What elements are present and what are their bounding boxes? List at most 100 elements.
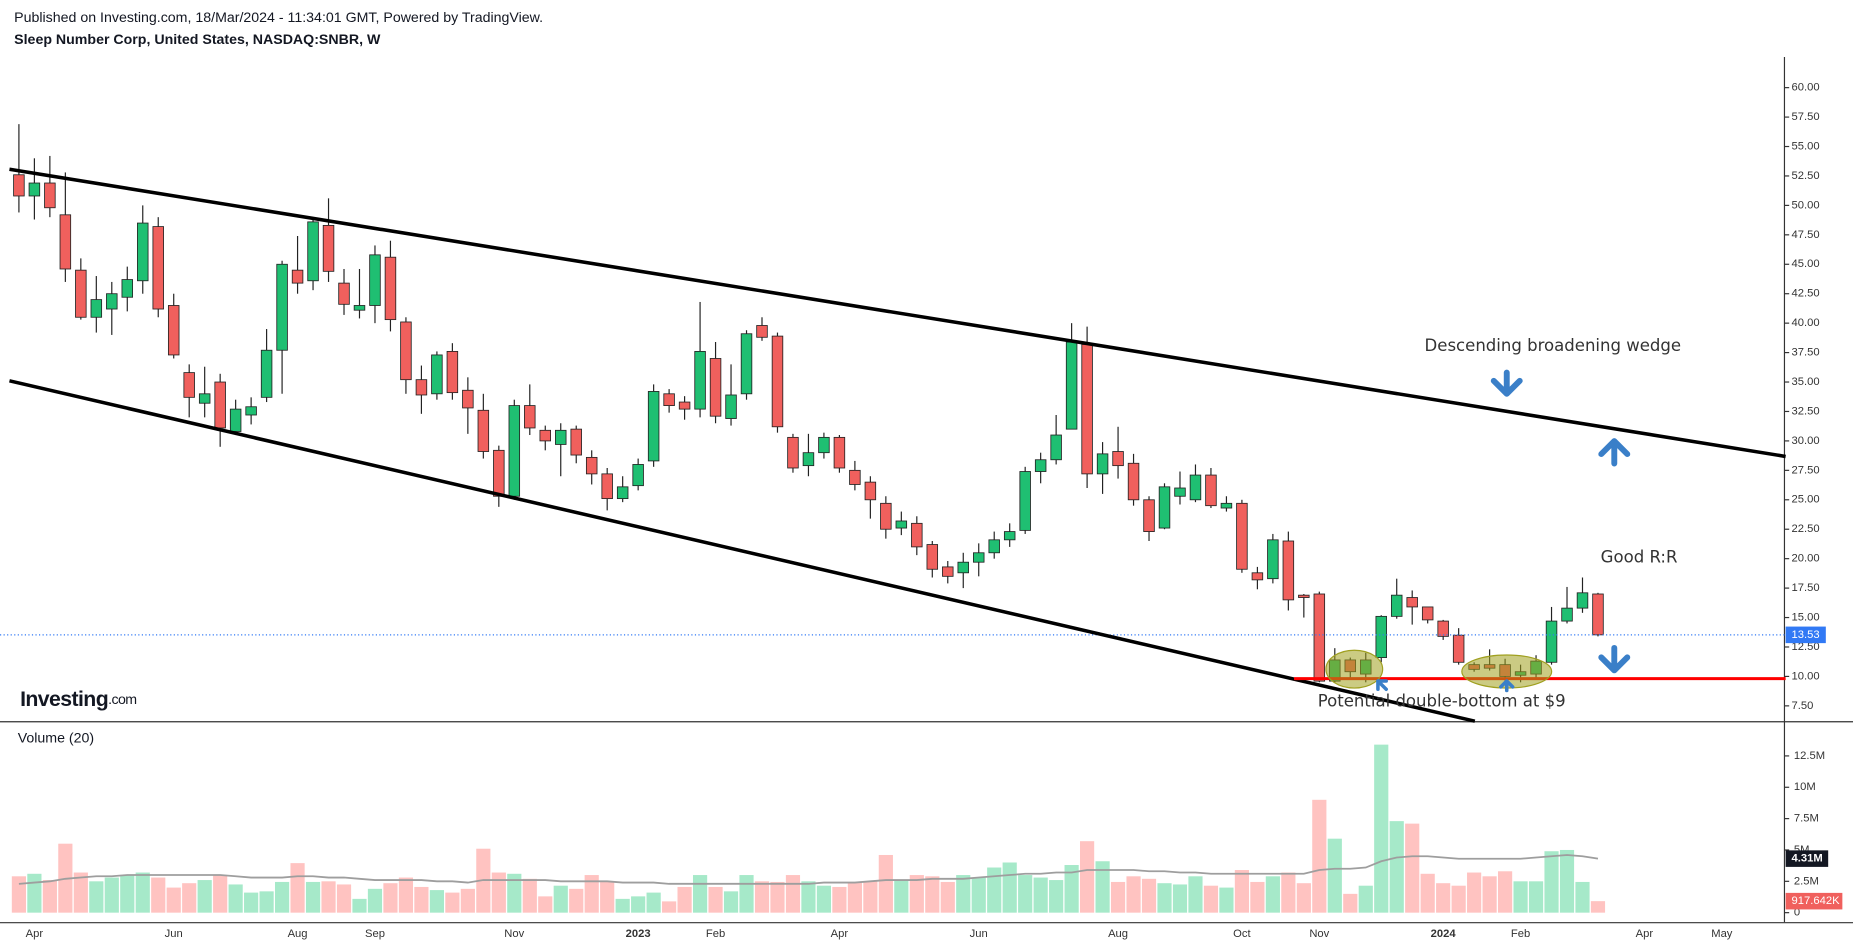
candle-body xyxy=(709,358,722,417)
volume-bar xyxy=(1482,876,1497,913)
candle-body xyxy=(477,409,490,452)
volume-bar xyxy=(460,888,475,913)
candle-body xyxy=(1251,572,1264,581)
y-tick-label: 2.5M xyxy=(1794,875,1819,887)
volume-bar xyxy=(863,881,878,913)
down-arrow xyxy=(1598,644,1631,674)
x-tick-label: Nov xyxy=(504,928,524,940)
candle-body xyxy=(1576,592,1589,609)
candle-body xyxy=(1452,634,1465,663)
volume-bar xyxy=(104,877,119,913)
arrows xyxy=(1376,369,1631,693)
volume-bar xyxy=(259,891,274,913)
volume-bar xyxy=(600,881,615,913)
candle-body xyxy=(369,254,381,306)
volume-bar xyxy=(1343,893,1358,913)
volume-bar xyxy=(1095,861,1110,913)
plot: 7.50 10.00 12.50 15.00 17.50 20.00 22.50 25.00 2… xyxy=(0,82,1843,940)
x-tick-label: Oct xyxy=(1233,928,1251,940)
y-tick-label: 40.00 xyxy=(1792,317,1820,329)
volume-bar xyxy=(398,877,414,913)
candle-body xyxy=(1406,597,1418,608)
up-arrow xyxy=(1598,438,1631,467)
volume-bar xyxy=(383,883,398,913)
volume-bar xyxy=(182,883,197,913)
volume-bar xyxy=(1110,881,1126,913)
volume-bar xyxy=(1172,884,1188,913)
volume-title: Volume (20) xyxy=(18,731,94,747)
volume-bar xyxy=(816,885,832,913)
volume-bar xyxy=(1080,841,1095,913)
candle-body xyxy=(864,481,877,501)
candle-body xyxy=(137,222,149,282)
candle-body xyxy=(632,464,644,487)
y-tick-label: 17.50 xyxy=(1792,582,1820,594)
volume-bar xyxy=(73,872,88,913)
volume-bar xyxy=(197,880,212,913)
volume-bar xyxy=(1436,883,1451,913)
candle-body xyxy=(585,456,598,475)
x-tick-label: Sep xyxy=(365,928,385,940)
candle-body xyxy=(570,428,582,456)
candle-body xyxy=(1143,499,1155,532)
candle-body xyxy=(1174,487,1186,497)
volume-bar xyxy=(847,881,862,913)
volume-bar xyxy=(925,876,940,913)
bottom-highlight xyxy=(1325,649,1384,689)
candle-body xyxy=(13,174,25,197)
volume-bar xyxy=(445,892,460,913)
candle-body xyxy=(818,436,830,454)
volume-bar xyxy=(151,877,166,913)
candle-body xyxy=(740,333,753,395)
candle-body xyxy=(1034,459,1047,472)
volume-bar xyxy=(615,898,630,913)
volume-bar xyxy=(646,892,661,913)
volume-bar xyxy=(631,896,646,913)
candle-body xyxy=(152,226,164,310)
down-arrow xyxy=(1490,369,1523,397)
candle-body xyxy=(1545,620,1558,663)
volume-bar xyxy=(1358,885,1373,913)
candle-body xyxy=(647,391,660,462)
volume-bar xyxy=(1312,799,1327,913)
y-tick-label: 7.5M xyxy=(1794,813,1819,825)
candle-body xyxy=(431,354,443,395)
candle-body xyxy=(1236,502,1248,570)
candle-body xyxy=(260,349,273,398)
candle-body xyxy=(291,269,304,284)
volume-bar xyxy=(1250,881,1265,913)
candle-body xyxy=(555,429,567,445)
volume-bar xyxy=(1497,871,1513,913)
candle-body xyxy=(802,452,815,467)
volume-bar xyxy=(11,876,26,913)
volume-bar xyxy=(42,880,57,913)
candle-body xyxy=(539,429,551,442)
candle-body xyxy=(524,405,536,429)
candle-body xyxy=(694,350,706,410)
candle-body xyxy=(678,401,691,410)
upper-trendline xyxy=(9,167,1786,459)
volume-bar xyxy=(584,875,599,913)
y-tick-label: 50.00 xyxy=(1792,199,1820,211)
candle-body xyxy=(121,279,134,298)
last-price-label: 13.53 xyxy=(1792,629,1820,641)
candle-body xyxy=(756,325,768,338)
volume-bar xyxy=(522,878,537,913)
candle-body xyxy=(462,389,474,409)
y-tick-label: 32.50 xyxy=(1792,405,1820,417)
candle-body xyxy=(322,224,335,272)
volume-bar xyxy=(1203,885,1219,913)
volume-ma-line xyxy=(18,854,1599,885)
volume-bar xyxy=(569,888,584,913)
volume-bar xyxy=(1265,876,1280,913)
candle-body xyxy=(229,408,242,432)
volume-bar xyxy=(213,875,228,913)
y-tick-label: 30.00 xyxy=(1792,435,1820,447)
volume-bar xyxy=(367,888,383,913)
volume-bar xyxy=(89,881,104,913)
candle-body xyxy=(198,393,211,404)
volume-bar xyxy=(27,873,42,913)
last-price-box xyxy=(1785,626,1826,644)
x-tick-label: May xyxy=(1711,928,1733,940)
